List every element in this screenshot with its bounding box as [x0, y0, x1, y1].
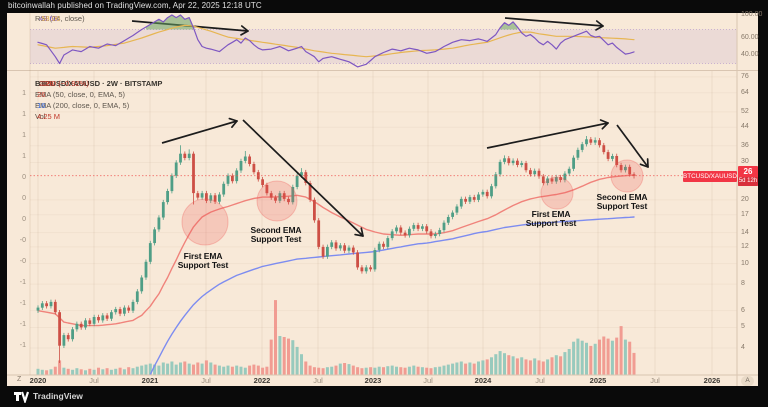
tradingview-logo-icon[interactable] — [14, 391, 30, 403]
auto-scale-button[interactable]: A — [741, 376, 754, 386]
footer-bar: TradingView — [0, 386, 768, 407]
chart-canvas-background — [7, 13, 758, 386]
publish-info-bar: bitcoinwallah published on TradingView.c… — [0, 0, 768, 13]
tradingview-brand-text[interactable]: TradingView — [33, 391, 83, 401]
publish-info-text: bitcoinwallah published on TradingView.c… — [8, 1, 262, 10]
